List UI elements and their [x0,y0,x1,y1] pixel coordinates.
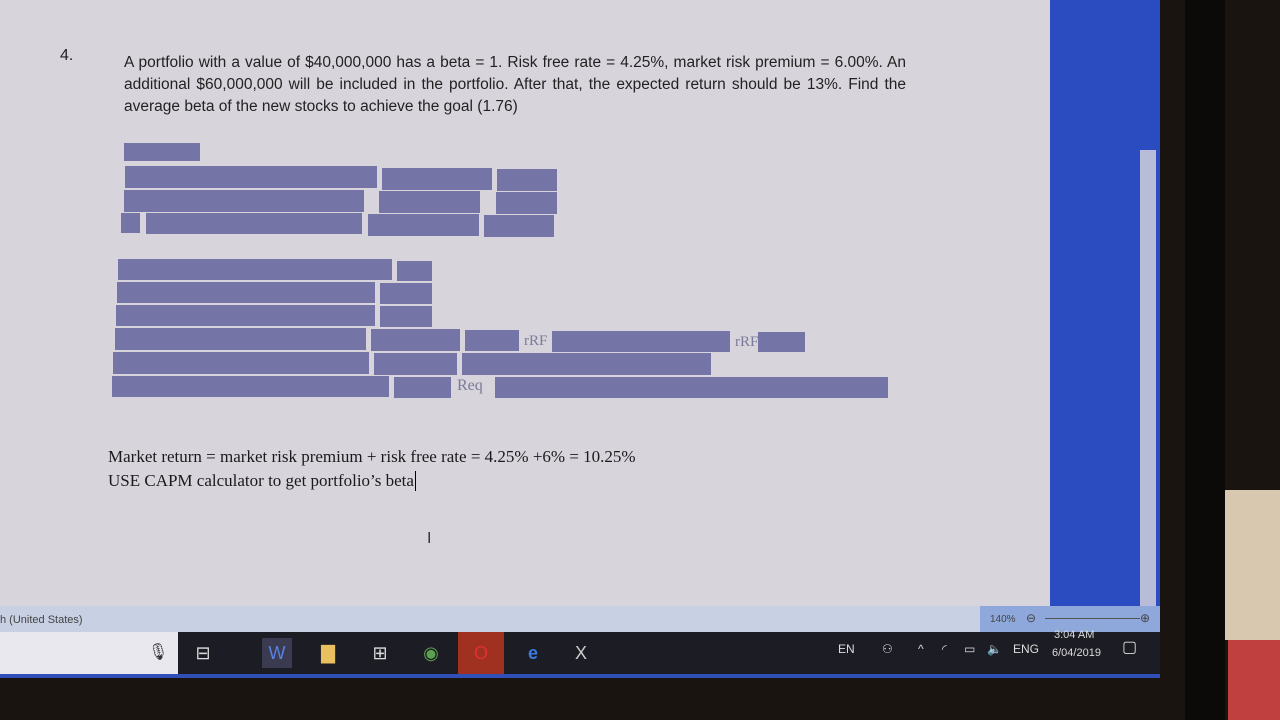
body-line-2: USE CAPM calculator to get portfolio’s b… [108,471,416,491]
microphone-icon[interactable]: 🎙 [148,644,169,661]
redacted-block [495,377,888,398]
rrf-label: rRF [735,334,759,350]
task-view-icon[interactable]: ⊟ [195,642,211,663]
zoom-out-icon[interactable]: ⊖ [1026,611,1037,625]
rrf-label: rRF [524,333,548,349]
chevron-up-icon[interactable]: ^ [918,642,924,656]
redacted-block [394,377,451,398]
redacted-block [397,261,432,281]
zoom-slider[interactable] [1045,618,1140,619]
redacted-block [552,331,730,352]
redacted-block [124,143,200,161]
redacted-block [497,169,557,191]
body-line-1: Market return = market risk premium + ri… [108,447,636,466]
status-bar: h (United States) 140% ⊖ ⊕ [0,606,1160,632]
redacted-block [125,166,377,188]
redacted-block [371,329,460,351]
redacted-block [462,353,711,375]
edge-icon[interactable]: e [527,642,538,663]
redacted-block [380,306,432,327]
req-label: Req [457,377,483,394]
excel-icon[interactable]: X [574,642,587,663]
redacted-block [374,353,457,375]
clock-date[interactable]: 6/04/2019 [1052,647,1101,659]
file-explorer-icon[interactable]: ▇ [321,642,335,663]
store-icon[interactable]: ⊞ [372,642,388,663]
redacted-block [496,192,557,214]
screen: 4. A portfolio with a value of $40,000,0… [0,0,1160,678]
redacted-block [484,215,554,237]
opera-icon[interactable]: O [458,632,504,674]
redacted-block [368,214,479,236]
people-icon[interactable]: ⚇ [882,642,893,656]
language-status[interactable]: h (United States) [0,614,83,626]
wifi-icon[interactable]: ◜ [942,642,947,656]
redacted-block [146,213,362,234]
background-object [1225,490,1280,640]
redacted-block [116,305,375,326]
background-object [1228,640,1280,720]
zoom-level[interactable]: 140% [990,614,1016,625]
search-box[interactable]: 🎙 [0,632,178,674]
redacted-block [121,213,140,233]
redacted-block [113,352,369,374]
clock-time[interactable]: 3:04 AM [1054,629,1095,641]
battery-icon[interactable]: ▭ [964,642,976,656]
zoom-in-icon[interactable]: ⊕ [1140,611,1151,625]
redacted-block [758,332,805,352]
redacted-block [117,282,375,303]
redacted-block [118,259,392,280]
word-icon[interactable]: W [262,638,292,668]
redacted-block [379,191,480,213]
redacted-block [465,330,519,351]
redacted-block [124,190,364,212]
redacted-block [382,168,492,190]
notifications-icon[interactable]: ▢ [1122,639,1138,656]
redacted-block [380,283,432,304]
input-language[interactable]: EN [838,642,855,656]
redacted-block [115,328,366,350]
document-page[interactable]: 4. A portfolio with a value of $40,000,0… [0,0,1050,606]
volume-icon[interactable]: 🔈 [987,642,1002,656]
monitor-bezel [1185,0,1225,720]
text-cursor-icon: I [427,530,432,547]
taskbar: 🎙 ⊟ W ▇ ⊞ ◉ O e X EN ⚇ ^ ◜ ▭ 🔈 ENG 3:04 … [0,629,1160,674]
vertical-scrollbar[interactable] [1140,150,1156,606]
question-text: A portfolio with a value of $40,000,000 … [124,54,906,115]
chrome-icon[interactable]: ◉ [423,642,439,663]
redacted-block [112,376,389,397]
ime-indicator[interactable]: ENG [1013,642,1040,656]
question-number: 4. [60,47,74,64]
